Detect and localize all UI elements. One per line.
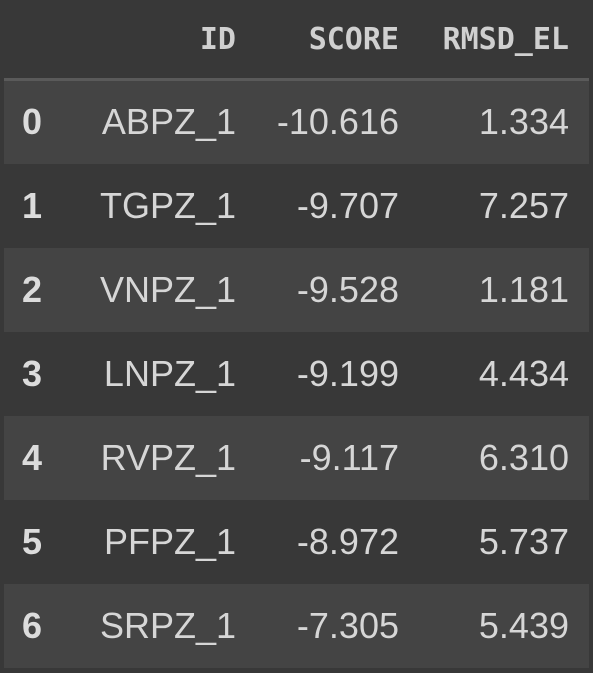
table-row: 4 RVPZ_1 -9.117 6.310 bbox=[4, 415, 589, 500]
cell-score: -7.305 bbox=[296, 604, 399, 646]
column-header-rmsd-el: RMSD_EL bbox=[405, 0, 589, 81]
table-row: 6 SRPZ_1 -7.305 5.439 bbox=[4, 583, 589, 668]
cell-rmsd-el: 5.737 bbox=[478, 520, 569, 562]
cell-id: RVPZ_1 bbox=[100, 436, 236, 478]
row-index: 2 bbox=[22, 268, 43, 310]
column-header-id: ID bbox=[64, 0, 240, 81]
cell-score: -9.528 bbox=[296, 268, 399, 310]
cell-score: -9.707 bbox=[296, 184, 399, 226]
table-row: 5 PFPZ_1 -8.972 5.737 bbox=[4, 499, 589, 584]
cell-id: VNPZ_1 bbox=[99, 268, 236, 310]
cell-score: -9.117 bbox=[299, 436, 399, 478]
column-header-rmsd-el-label: RMSD_EL bbox=[442, 21, 569, 57]
table-row: 1 TGPZ_1 -9.707 7.257 bbox=[4, 163, 589, 248]
dataframe-table: ID SCORE RMSD_EL 0 ABPZ_1 -10.616 1.334 … bbox=[4, 0, 589, 668]
cell-id: PFPZ_1 bbox=[103, 520, 236, 562]
cell-id: SRPZ_1 bbox=[99, 604, 236, 646]
row-index: 6 bbox=[22, 604, 43, 646]
table-row: 0 ABPZ_1 -10.616 1.334 bbox=[4, 79, 589, 164]
cell-score: -10.616 bbox=[276, 101, 399, 143]
row-index: 5 bbox=[22, 520, 43, 562]
cell-rmsd-el: 5.439 bbox=[478, 604, 569, 646]
row-index: 0 bbox=[22, 101, 43, 143]
cell-rmsd-el: 4.434 bbox=[478, 352, 569, 394]
header-row: ID SCORE RMSD_EL bbox=[4, 0, 589, 81]
cell-rmsd-el: 1.334 bbox=[478, 101, 569, 143]
column-header-score-label: SCORE bbox=[308, 21, 399, 57]
row-index: 4 bbox=[22, 436, 43, 478]
table-header: ID SCORE RMSD_EL bbox=[4, 0, 589, 81]
row-index: 3 bbox=[22, 352, 43, 394]
table-row: 2 VNPZ_1 -9.528 1.181 bbox=[4, 247, 589, 332]
table-body: 0 ABPZ_1 -10.616 1.334 1 TGPZ_1 -9.707 7… bbox=[4, 79, 589, 668]
cell-rmsd-el: 1.181 bbox=[478, 268, 569, 310]
cell-rmsd-el: 6.310 bbox=[478, 436, 569, 478]
column-header-score: SCORE bbox=[240, 0, 405, 81]
cell-score: -8.972 bbox=[296, 520, 399, 562]
table-row: 3 LNPZ_1 -9.199 4.434 bbox=[4, 331, 589, 416]
cell-id: LNPZ_1 bbox=[103, 352, 236, 394]
cell-id: ABPZ_1 bbox=[101, 101, 236, 143]
cell-score: -9.199 bbox=[296, 352, 399, 394]
cell-rmsd-el: 7.257 bbox=[478, 184, 569, 226]
column-header-index bbox=[4, 0, 64, 81]
row-index: 1 bbox=[22, 184, 43, 226]
column-header-id-label: ID bbox=[199, 21, 236, 57]
cell-id: TGPZ_1 bbox=[99, 184, 236, 226]
